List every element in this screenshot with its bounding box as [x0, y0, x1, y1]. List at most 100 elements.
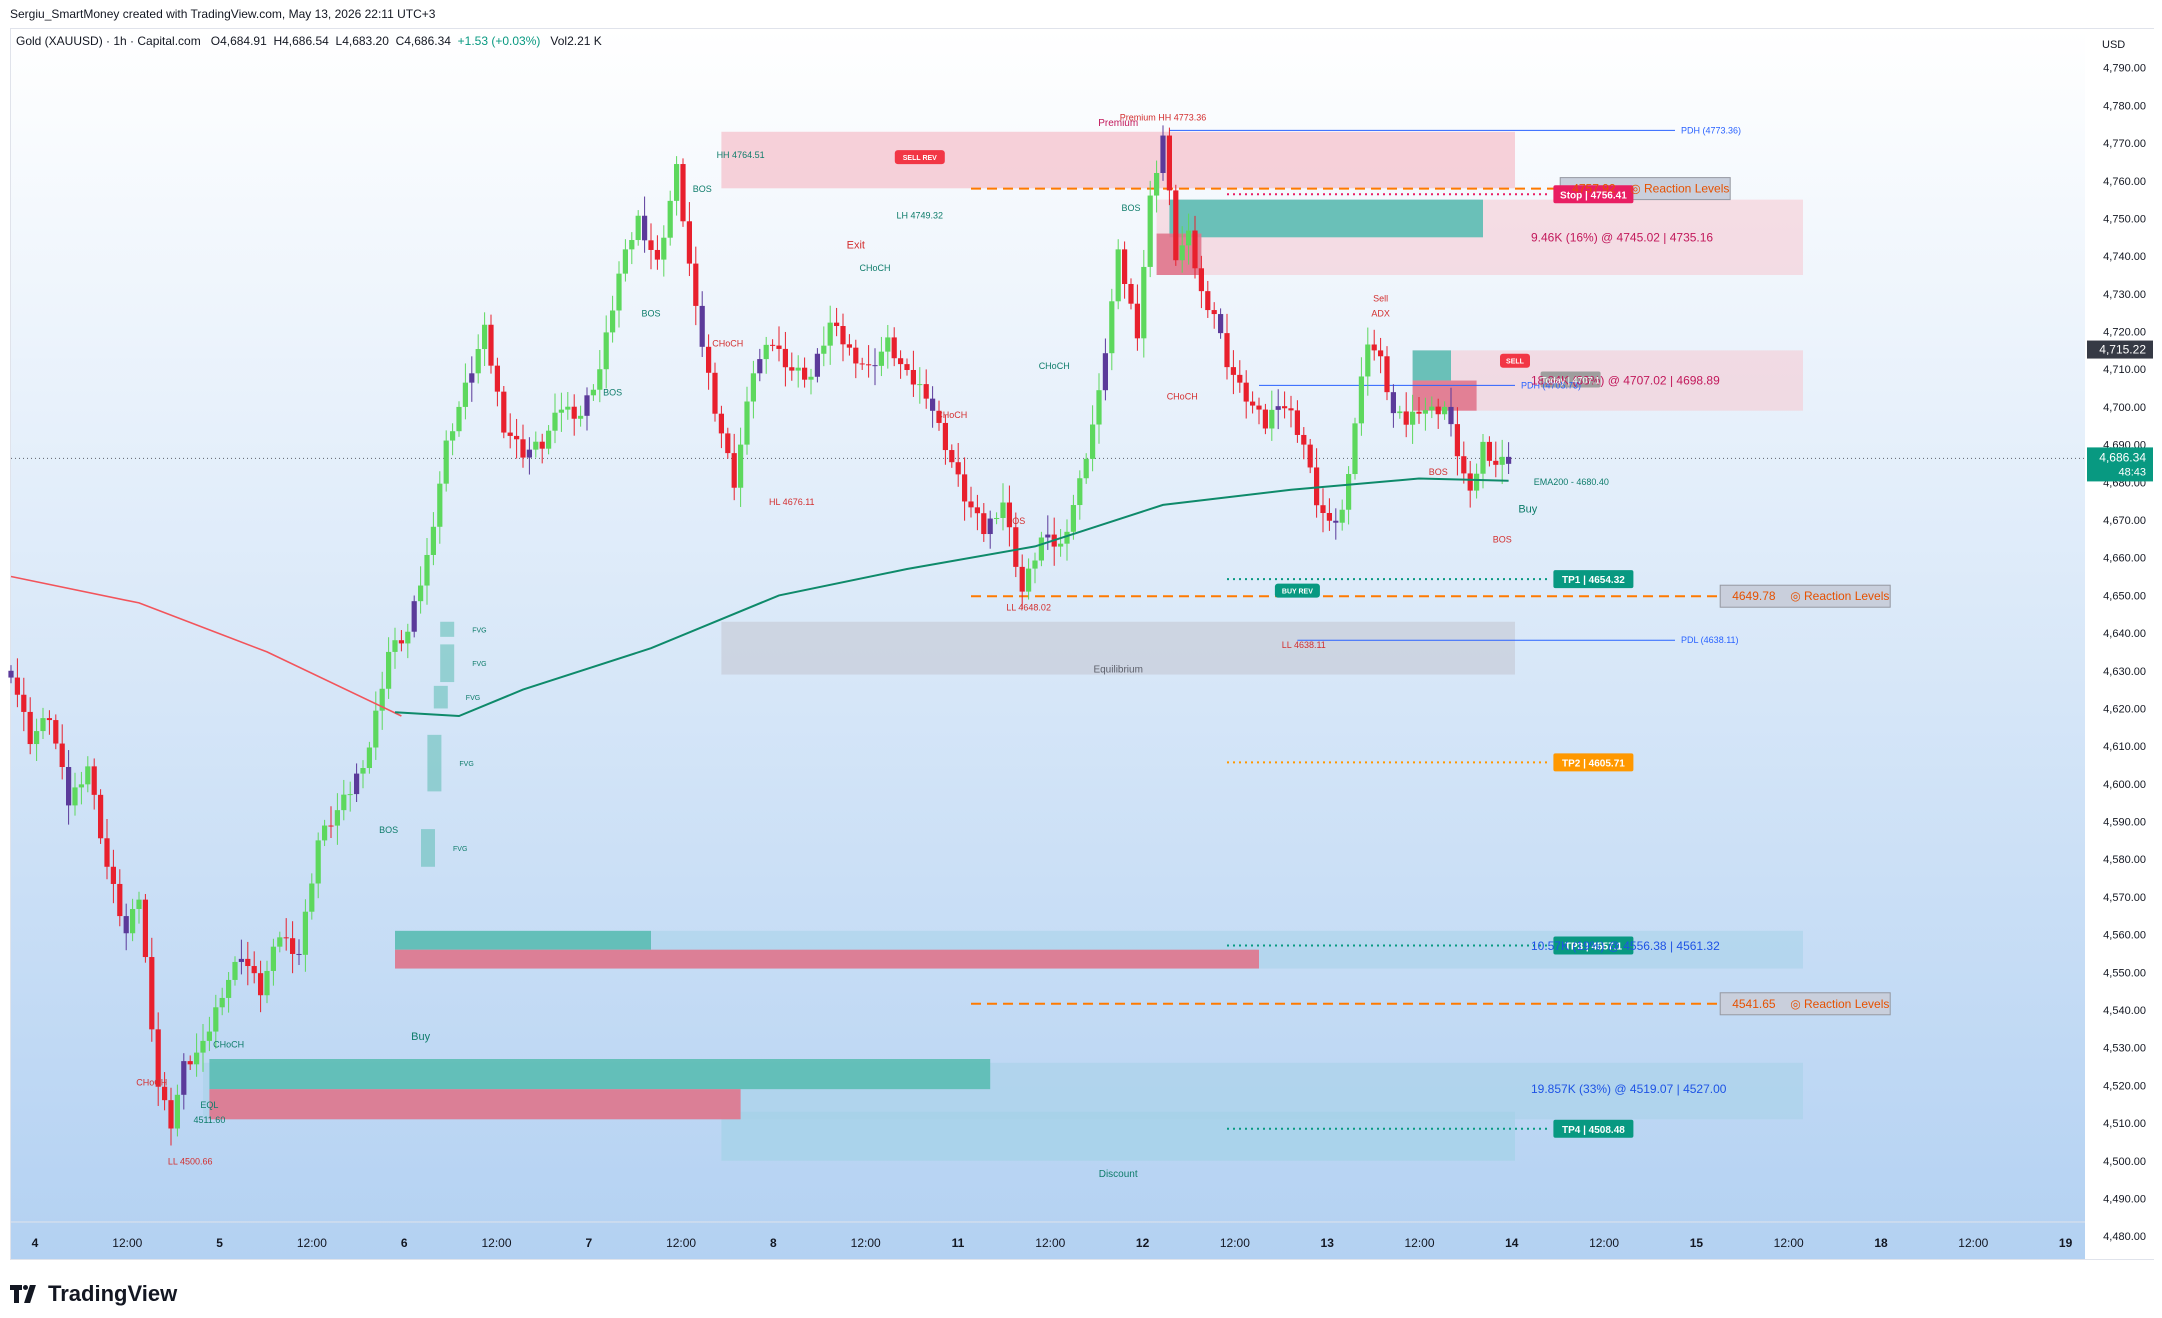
candle-body [878, 351, 884, 366]
ema200-label: EMA200 - 4680.40 [1534, 477, 1609, 487]
credit-line: Sergiu_SmartMoney created with TradingVi… [10, 7, 436, 21]
premium-zone-label: Premium [1098, 118, 1138, 129]
candle-body [418, 585, 424, 602]
price-tick: 4,630.00 [2103, 666, 2146, 678]
candle-body [27, 711, 33, 745]
price-tick: 4,610.00 [2103, 741, 2146, 753]
candle-body [1365, 344, 1371, 377]
candle-body [968, 501, 974, 508]
candle-body [693, 263, 699, 306]
candle-body [488, 324, 494, 366]
candle-body [1166, 135, 1172, 191]
candle-body [1250, 401, 1256, 406]
signal-badge-label: SELL REV [903, 155, 937, 162]
time-tick: 12:00 [1958, 1236, 1988, 1250]
candle-body [866, 364, 872, 366]
candle-body [1173, 190, 1179, 261]
candle-body [616, 273, 622, 311]
candle-body [795, 367, 801, 371]
candle-body [238, 958, 244, 962]
ema200-line [394, 477, 1509, 718]
symbol-legend[interactable]: Gold (XAUUSD) · 1h · Capital.com O4,684.… [16, 34, 602, 48]
time-tick: 14 [1505, 1236, 1519, 1250]
price-tick: 4,790.00 [2103, 63, 2146, 75]
candle-body [155, 1029, 161, 1087]
equilibrium-zone [721, 621, 1515, 675]
candle-body [1109, 301, 1115, 354]
candle-body [802, 367, 808, 380]
candle-body [245, 958, 251, 967]
candle-body [1262, 409, 1268, 429]
candle-body [1077, 478, 1083, 506]
candle-body [1499, 456, 1505, 465]
structure-label: BOS [1429, 467, 1448, 477]
price-tick: 4,710.00 [2103, 364, 2146, 376]
structure-label: LL 4500.66 [168, 1157, 213, 1167]
candle-body [168, 1100, 174, 1129]
structure-label: CHoCH [859, 263, 890, 273]
candle-body [1096, 390, 1102, 425]
pd-label: PDH (4705.73) [1521, 380, 1581, 390]
candle-body [437, 483, 443, 527]
candle-body [347, 794, 353, 796]
candle-body [635, 215, 641, 241]
time-tick: 12:00 [1589, 1236, 1619, 1250]
candle-body [1467, 473, 1473, 491]
candle-body [1269, 409, 1275, 429]
bear-ob-3 [395, 949, 1259, 969]
candle-body [373, 710, 379, 748]
reaction-level-text: ◎ Reaction Levels [1630, 182, 1729, 196]
signal-badge [1500, 353, 1530, 368]
candle-body [603, 332, 609, 370]
fvg-label: FVG [472, 661, 486, 668]
signal-badge [894, 150, 945, 165]
candle-body [782, 348, 788, 368]
candle-body [341, 794, 347, 811]
time-tick: 11 [952, 1236, 965, 1250]
candle-body [699, 305, 705, 347]
time-tick: 12:00 [851, 1236, 881, 1250]
structure-label: EQL [200, 1100, 218, 1110]
candle-body [1019, 566, 1025, 592]
candle-body [398, 640, 404, 644]
candle-body [1218, 314, 1224, 334]
candle-body [110, 866, 116, 884]
candle-body [456, 406, 462, 432]
tradingview-brand[interactable]: TradingView [10, 1274, 177, 1314]
price-tick: 4,520.00 [2103, 1080, 2146, 1092]
candle-body [117, 883, 123, 917]
candle-body [1352, 423, 1358, 475]
candle-body [846, 344, 852, 348]
ohlc-change: +1.53 (+0.03%) [457, 34, 541, 48]
reaction-level-text: ◎ Reaction Levels [1790, 589, 1889, 603]
price-tick: 4,700.00 [2103, 402, 2146, 414]
candle-body [501, 391, 507, 433]
time-tick: 4 [32, 1236, 39, 1250]
ohlc-open: O4,684.91 [210, 34, 267, 48]
discount-zone [721, 1111, 1515, 1161]
today-badge-label: Today | 4707.1 [1541, 376, 1600, 386]
candle-body [904, 364, 910, 370]
candle-body [258, 973, 264, 996]
reaction-level-box [1719, 584, 1891, 608]
candle-body [40, 718, 46, 732]
candle-body [770, 344, 776, 346]
candle-body [558, 409, 564, 413]
candle-body [1333, 520, 1339, 523]
candle-body [872, 365, 878, 367]
reaction-level-text: ◎ Reaction Levels [1790, 997, 1889, 1011]
candle-body [1429, 406, 1435, 411]
symbol-name[interactable]: Gold (XAUUSD) · 1h · Capital.com [16, 34, 201, 48]
volume-profile-label: 9.46K (16%) @ 4745.02 | 4735.16 [1531, 230, 1713, 244]
candle-body [494, 365, 500, 392]
structure-label: Buy [411, 1031, 430, 1043]
candle-body [1307, 444, 1313, 468]
candle-body [1378, 350, 1384, 357]
candle-body [507, 432, 513, 436]
candle-body [994, 517, 1000, 519]
candle-body [1282, 406, 1288, 409]
time-tick: 12:00 [481, 1236, 511, 1250]
time-tick: 12:00 [666, 1236, 696, 1250]
last-price-label: 4,715.22 [2099, 343, 2146, 357]
